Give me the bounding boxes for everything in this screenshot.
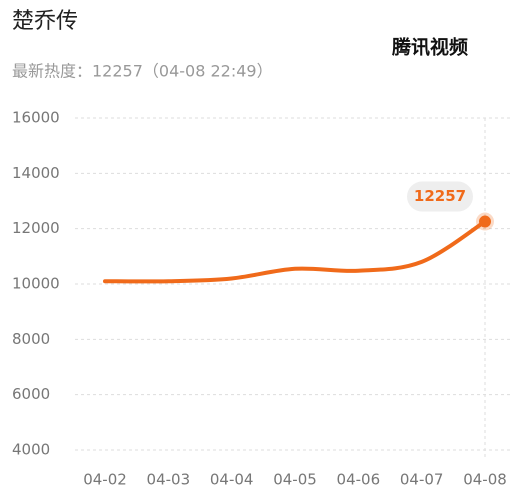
line <box>103 219 487 284</box>
y-tick-label: 8000 <box>12 330 50 348</box>
y-tick-label: 4000 <box>12 441 50 459</box>
x-tick-label: 04-08 <box>463 471 507 487</box>
x-tick-label: 04-07 <box>400 471 444 487</box>
x-tick-label: 04-04 <box>210 471 254 487</box>
y-tick-label: 16000 <box>12 109 60 127</box>
x-tick-label: 04-03 <box>147 471 191 487</box>
chart-title: 楚乔传 <box>12 9 78 34</box>
x-tick-label: 04-06 <box>337 471 381 487</box>
point <box>479 215 491 228</box>
x-tick-label: 04-05 <box>273 471 317 487</box>
subtitle: 最新热度：12257（04-08 22:49） <box>12 62 273 81</box>
y-tick-label: 10000 <box>12 275 60 293</box>
y-tick-label: 6000 <box>12 385 50 403</box>
y-tick-label: 14000 <box>12 164 60 182</box>
value-label: 12257 <box>414 187 466 205</box>
y-tick-label: 12000 <box>12 219 60 237</box>
label-bubble <box>407 181 473 212</box>
watermark: 腾讯视频 <box>391 36 468 59</box>
x-tick-label: 04-02 <box>83 471 127 487</box>
